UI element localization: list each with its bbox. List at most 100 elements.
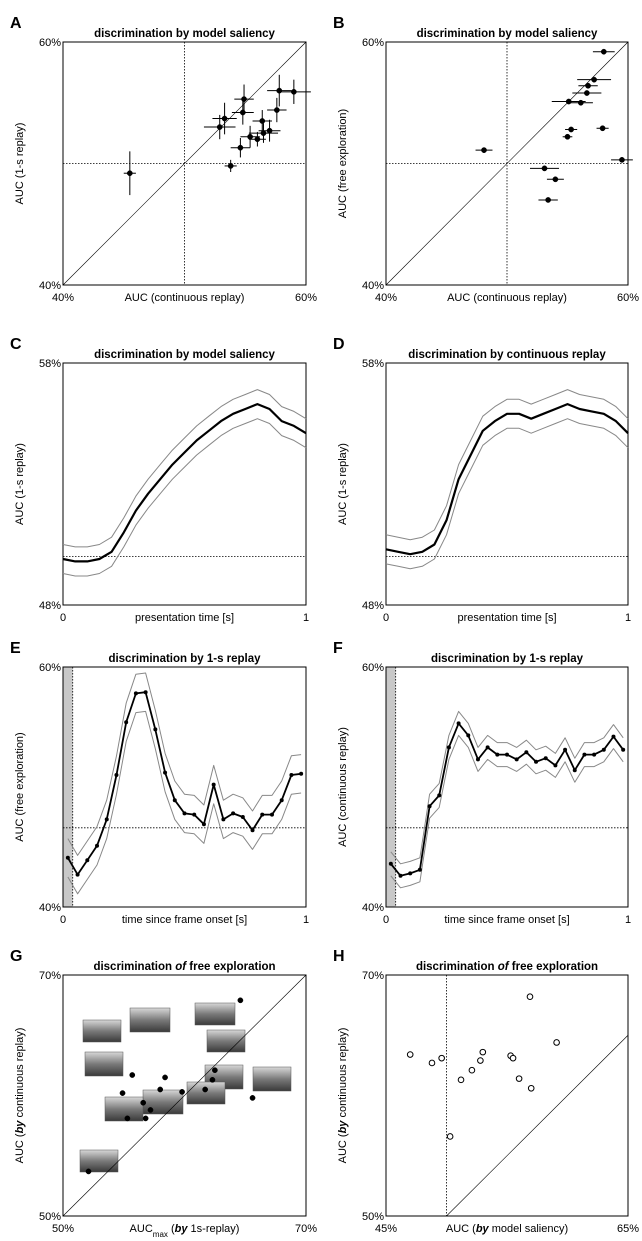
baseline-shade xyxy=(63,667,73,907)
chart-title: discrimination by 1-s replay xyxy=(108,653,261,665)
y-tick-label: 40% xyxy=(39,902,61,914)
series-marker xyxy=(388,861,393,866)
data-point xyxy=(527,1084,535,1092)
series-marker xyxy=(485,745,490,750)
y-tick-label: 60% xyxy=(39,37,61,49)
series-marker xyxy=(192,812,197,817)
data-point xyxy=(481,147,487,153)
series-marker xyxy=(495,752,500,757)
series-marker xyxy=(65,855,70,860)
series-marker xyxy=(466,733,471,738)
series-marker xyxy=(505,752,509,757)
baseline-shade xyxy=(386,667,396,907)
series-marker xyxy=(524,750,529,755)
stimulus-thumbnail xyxy=(129,1007,171,1033)
data-point xyxy=(565,98,572,105)
stimulus-thumbnail xyxy=(104,1096,144,1122)
data-point xyxy=(577,99,584,106)
data-point xyxy=(545,197,551,203)
chart-title: discrimination of free exploration xyxy=(416,961,598,973)
chart-title: discrimination by model saliency xyxy=(94,28,275,40)
y-tick-label: 48% xyxy=(39,600,61,612)
panel-label: C xyxy=(10,336,22,353)
stimulus-thumbnail xyxy=(252,1066,292,1092)
data-point xyxy=(457,1076,465,1084)
chart-title: discrimination by model saliency xyxy=(417,28,598,40)
x-axis-label: AUC (by model saliency) xyxy=(446,1223,568,1235)
stimulus-thumbnail xyxy=(79,1149,119,1173)
data-point xyxy=(239,109,246,116)
series-marker xyxy=(299,771,304,776)
series-marker xyxy=(417,867,422,872)
y-axis-label: AUC (by continuous replay) xyxy=(14,1028,26,1164)
series-marker xyxy=(279,798,284,803)
series-marker xyxy=(437,793,442,798)
chart-title: discrimination by 1-s replay xyxy=(431,653,584,665)
series-line xyxy=(62,389,307,548)
y-axis-label: AUC (1-s replay) xyxy=(337,443,349,525)
data-point xyxy=(515,1075,523,1082)
data-point xyxy=(221,115,228,122)
x-axis-label: AUCmax (by 1s-replay) xyxy=(130,1223,240,1239)
panel-label: B xyxy=(333,15,345,32)
plot-frame xyxy=(385,974,629,1217)
identity-line xyxy=(62,41,307,286)
data-point xyxy=(202,1086,209,1093)
data-point xyxy=(553,1039,560,1046)
plot-frame xyxy=(385,362,629,606)
series-marker xyxy=(95,843,100,848)
y-axis-label: AUC (free exploration) xyxy=(337,109,349,218)
series-marker xyxy=(143,690,148,695)
stimulus-thumbnail xyxy=(194,1002,236,1026)
series-marker xyxy=(163,770,168,775)
x-axis-label: time since frame onset [s] xyxy=(122,914,247,926)
series-marker xyxy=(269,812,274,817)
series-marker xyxy=(221,817,226,822)
data-point xyxy=(227,163,234,169)
panel-label: E xyxy=(10,640,21,657)
y-tick-label: 70% xyxy=(39,970,61,982)
x-tick-label: 60% xyxy=(617,292,639,304)
series-marker xyxy=(563,747,568,752)
plot-frame xyxy=(62,666,307,908)
y-axis-label: AUC (by continuous replay) xyxy=(337,1028,349,1164)
series-marker xyxy=(572,768,577,773)
series-marker xyxy=(514,757,519,762)
data-point xyxy=(216,124,223,130)
stimulus-thumbnail xyxy=(84,1051,124,1077)
series-line xyxy=(385,389,629,541)
panel-label: G xyxy=(10,948,22,965)
x-tick-label: 0 xyxy=(383,914,389,926)
panel-label: H xyxy=(333,948,345,965)
panel-label: D xyxy=(333,336,345,353)
data-point xyxy=(126,170,133,177)
y-axis-label: AUC (1-s replay) xyxy=(14,123,26,205)
data-point xyxy=(179,1089,185,1095)
y-tick-label: 40% xyxy=(362,902,384,914)
y-tick-label: 60% xyxy=(362,662,384,674)
series-line xyxy=(67,710,302,895)
series-line xyxy=(385,403,629,556)
thumbnails xyxy=(79,1002,292,1173)
data-point xyxy=(147,1107,154,1113)
series-marker xyxy=(172,798,177,803)
x-axis-label: time since frame onset [s] xyxy=(444,914,569,926)
data-point xyxy=(599,125,606,132)
x-axis-label: AUC (continuous replay) xyxy=(447,292,567,304)
plot-frame xyxy=(385,666,629,908)
series-line xyxy=(67,691,302,876)
x-axis-label: presentation time [s] xyxy=(135,612,234,624)
series-line xyxy=(385,418,629,570)
data-point xyxy=(212,1067,218,1074)
data-point xyxy=(124,1115,131,1122)
data-point xyxy=(266,127,273,134)
x-tick-label: 45% xyxy=(375,1223,397,1235)
y-tick-label: 58% xyxy=(362,358,384,370)
